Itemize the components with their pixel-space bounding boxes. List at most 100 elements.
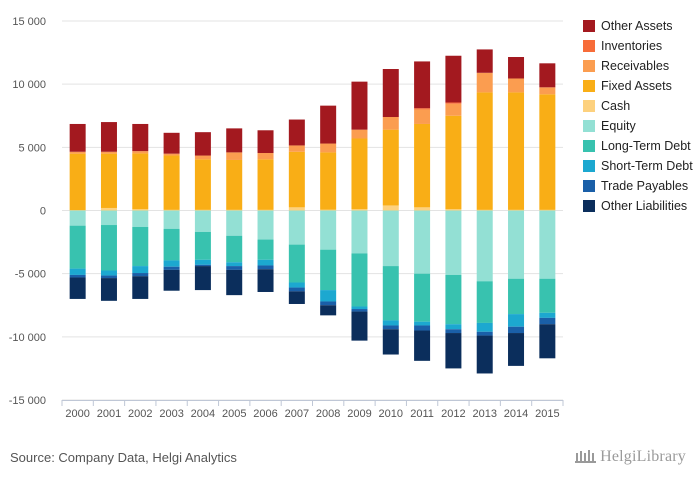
bar-segment-inventories (445, 102, 461, 103)
bar-segment-long-term-debt (164, 229, 180, 261)
bar-segment-short-term-debt (351, 307, 367, 310)
bar-segment-other-liabilities (195, 266, 211, 290)
bar-segment-trade-payables (508, 327, 524, 333)
legend-swatch (583, 160, 595, 172)
bar-segment-long-term-debt (226, 236, 242, 263)
legend-item[interactable]: Receivables (583, 59, 669, 73)
bar-segment-receivables (164, 154, 180, 156)
bar-segment-fixed-assets (508, 92, 524, 209)
x-tick-label: 2011 (410, 408, 434, 420)
legend-item[interactable]: Long-Term Debt (583, 139, 691, 153)
bar-segment-other-liabilities (477, 336, 493, 374)
x-tick-label: 2002 (128, 408, 152, 420)
bar-segment-cash (164, 210, 180, 211)
legend-item[interactable]: Fixed Assets (583, 79, 672, 93)
legend-item[interactable]: Equity (583, 119, 636, 133)
x-tick-label: 2004 (191, 408, 215, 420)
bar-segment-long-term-debt (445, 275, 461, 324)
bar-segment-other-assets (445, 56, 461, 103)
bar-segment-long-term-debt (508, 279, 524, 314)
bar-segment-cash (383, 205, 399, 210)
bar-segment-other-assets (164, 133, 180, 154)
bar-segment-long-term-debt (383, 266, 399, 320)
y-tick-label: -10 000 (9, 332, 46, 344)
bar-segment-other-assets (195, 132, 211, 155)
bar-segment-receivables (383, 117, 399, 130)
bar-segment-trade-payables (320, 301, 336, 305)
bar-segment-trade-payables (289, 288, 305, 292)
x-tick-label: 2009 (347, 408, 371, 420)
x-tick-label: 2008 (316, 408, 340, 420)
bar-segment-other-liabilities (351, 312, 367, 341)
bar-segment-other-assets (320, 106, 336, 144)
bar-segment-trade-payables (539, 318, 555, 324)
y-tick-label: 15 000 (12, 16, 46, 28)
bar-segment-cash (101, 208, 117, 211)
bar-segment-cash (539, 210, 555, 211)
bar-segment-fixed-assets (70, 154, 86, 210)
x-tick-label: 2015 (535, 408, 559, 420)
x-tick-label: 2003 (159, 408, 183, 420)
legend-label: Long-Term Debt (601, 139, 691, 153)
bar-segment-other-assets (351, 82, 367, 130)
bar-segment-other-liabilities (226, 270, 242, 295)
bar-segment-long-term-debt (70, 226, 86, 269)
bar-segment-inventories (414, 108, 430, 109)
legend-swatch (583, 100, 595, 112)
bar-segment-equity (70, 211, 86, 226)
bar-segment-fixed-assets (414, 124, 430, 207)
bar-segment-trade-payables (226, 266, 242, 270)
bar-segment-other-liabilities (289, 291, 305, 304)
bar-segment-long-term-debt (195, 232, 211, 260)
legend-swatch (583, 140, 595, 152)
bar-segment-cash (320, 210, 336, 211)
legend-item[interactable]: Short-Term Debt (583, 159, 693, 173)
bar-segment-receivables (226, 152, 242, 160)
bar-segment-short-term-debt (508, 314, 524, 327)
y-tick-label: -5 000 (15, 269, 46, 281)
bar-segment-trade-payables (101, 276, 117, 279)
helgi-library-logo[interactable]: HelgiLibrary (575, 447, 686, 466)
bar-segment-long-term-debt (132, 227, 148, 266)
bar-segment-equity (414, 211, 430, 274)
bar-segment-other-assets (477, 49, 493, 72)
bar-segment-cash (445, 209, 461, 210)
bar-segment-other-liabilities (508, 333, 524, 366)
bar-segment-other-liabilities (70, 277, 86, 298)
bar-segment-other-assets (70, 124, 86, 152)
legend-item[interactable]: Inventories (583, 39, 662, 53)
bar-segment-short-term-debt (539, 313, 555, 318)
bar-segment-trade-payables (132, 273, 148, 276)
x-tick-label: 2006 (253, 408, 277, 420)
y-tick-label: 10 000 (12, 79, 46, 91)
bar-segment-equity (101, 211, 117, 226)
bar-segment-other-assets (289, 120, 305, 146)
bar-segment-long-term-debt (258, 240, 274, 260)
bar-segment-short-term-debt (132, 266, 148, 273)
y-tick-label: 5 000 (18, 142, 46, 154)
legend-label: Other Assets (601, 19, 673, 33)
legend-item[interactable]: Other Assets (583, 19, 673, 33)
legend-item[interactable]: Trade Payables (583, 179, 688, 193)
bar-segment-other-liabilities (258, 269, 274, 292)
legend-label: Fixed Assets (601, 79, 672, 93)
bar-segment-cash (226, 210, 242, 211)
bar-segment-trade-payables (195, 265, 211, 266)
bar-segment-receivables (320, 144, 336, 153)
bar-segment-short-term-debt (226, 262, 242, 266)
bar-segment-short-term-debt (477, 323, 493, 332)
legend-label: Receivables (601, 59, 669, 73)
bar-segment-fixed-assets (383, 130, 399, 206)
legend-item[interactable]: Other Liabilities (583, 199, 687, 213)
legend-item[interactable]: Cash (583, 99, 630, 113)
bar-segment-other-liabilities (101, 278, 117, 301)
bar-segment-cash (195, 210, 211, 211)
bar-segment-receivables (195, 156, 211, 160)
y-tick-label: 0 (40, 206, 46, 218)
bar-segment-other-assets (383, 69, 399, 117)
bar-segment-equity (226, 211, 242, 236)
bar-segment-receivables (70, 152, 86, 154)
bar-segment-other-liabilities (320, 305, 336, 315)
bar-segment-receivables (445, 104, 461, 116)
bar-segment-equity (195, 211, 211, 232)
